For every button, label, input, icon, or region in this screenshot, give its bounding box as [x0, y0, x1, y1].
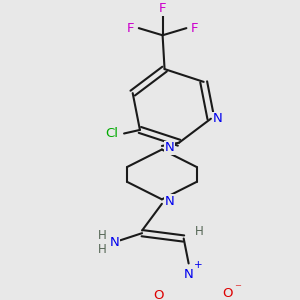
Text: N: N: [184, 268, 194, 281]
Text: H: H: [98, 229, 107, 242]
Text: Cl: Cl: [106, 127, 119, 140]
Text: F: F: [159, 2, 166, 15]
Text: N: N: [213, 112, 223, 125]
Text: O: O: [222, 287, 232, 300]
Text: N: N: [165, 141, 175, 154]
Text: F: F: [127, 22, 135, 34]
Text: O: O: [154, 289, 164, 300]
Text: F: F: [190, 22, 198, 34]
Text: H: H: [195, 225, 204, 238]
Text: H: H: [98, 243, 107, 256]
Text: ⁻: ⁻: [234, 282, 241, 295]
Text: +: +: [194, 260, 203, 270]
Text: N: N: [165, 195, 175, 208]
Text: N: N: [110, 236, 119, 249]
